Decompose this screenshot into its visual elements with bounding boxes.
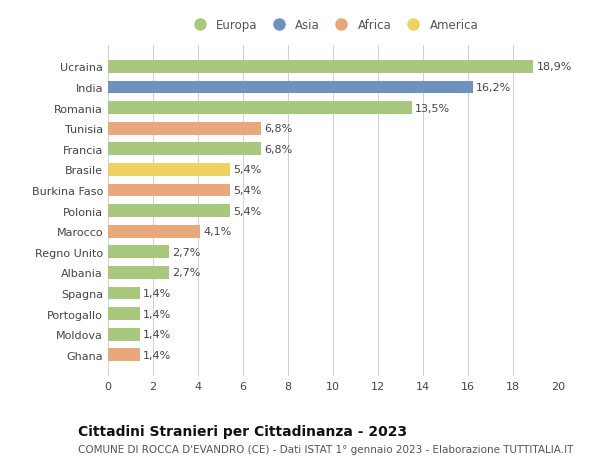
Bar bbox=[108, 349, 139, 361]
Text: 4,1%: 4,1% bbox=[203, 227, 232, 237]
Bar bbox=[108, 123, 261, 135]
Text: Cittadini Stranieri per Cittadinanza - 2023: Cittadini Stranieri per Cittadinanza - 2… bbox=[78, 425, 407, 438]
Text: 18,9%: 18,9% bbox=[536, 62, 572, 72]
Text: 1,4%: 1,4% bbox=[143, 330, 171, 339]
Text: 6,8%: 6,8% bbox=[265, 124, 293, 134]
Bar bbox=[108, 308, 139, 320]
Bar bbox=[108, 143, 261, 156]
Bar bbox=[108, 266, 169, 279]
Bar bbox=[108, 246, 169, 258]
Bar bbox=[108, 102, 412, 115]
Text: 2,7%: 2,7% bbox=[172, 247, 200, 257]
Text: 5,4%: 5,4% bbox=[233, 165, 261, 175]
Text: 2,7%: 2,7% bbox=[172, 268, 200, 278]
Text: 6,8%: 6,8% bbox=[265, 145, 293, 155]
Text: 1,4%: 1,4% bbox=[143, 309, 171, 319]
Text: 16,2%: 16,2% bbox=[476, 83, 511, 93]
Bar bbox=[108, 205, 229, 218]
Bar bbox=[108, 61, 533, 73]
Text: 1,4%: 1,4% bbox=[143, 350, 171, 360]
Bar bbox=[108, 81, 473, 94]
Text: COMUNE DI ROCCA D'EVANDRO (CE) - Dati ISTAT 1° gennaio 2023 - Elaborazione TUTTI: COMUNE DI ROCCA D'EVANDRO (CE) - Dati IS… bbox=[78, 444, 574, 454]
Text: 5,4%: 5,4% bbox=[233, 206, 261, 216]
Text: 5,4%: 5,4% bbox=[233, 185, 261, 196]
Text: 1,4%: 1,4% bbox=[143, 288, 171, 298]
Bar bbox=[108, 287, 139, 300]
Legend: Europa, Asia, Africa, America: Europa, Asia, Africa, America bbox=[184, 16, 482, 35]
Bar bbox=[108, 328, 139, 341]
Bar bbox=[108, 164, 229, 176]
Bar bbox=[108, 225, 200, 238]
Bar bbox=[108, 184, 229, 197]
Text: 13,5%: 13,5% bbox=[415, 103, 450, 113]
